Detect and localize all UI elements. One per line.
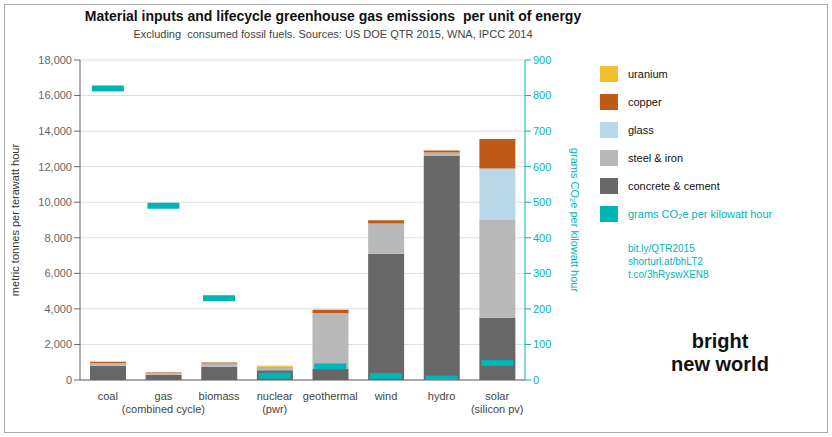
svg-text:12,000: 12,000 [38, 161, 72, 173]
svg-text:500: 500 [533, 196, 551, 208]
svg-text:6,000: 6,000 [44, 267, 72, 279]
svg-text:300: 300 [533, 267, 551, 279]
svg-text:geothermal: geothermal [303, 390, 358, 402]
svg-text:700: 700 [533, 125, 551, 137]
html-text:uranium: uranium [628, 68, 668, 80]
svg-text:200: 200 [533, 303, 551, 315]
svg-text:800: 800 [533, 89, 551, 101]
html-text:bit.ly/QTR2015 shorturl.at/bhL: bit.ly/QTR2015 shorturl.at/bhLT2 t.co/3h… [628, 243, 709, 280]
svg-text:biomass: biomass [199, 390, 240, 402]
html-text:bright new world: bright new world [671, 330, 769, 375]
svg-text:16,000: 16,000 [38, 89, 72, 101]
svg-text:grams CO₂e per kilowatt hour: grams CO₂e per kilowatt hour [569, 148, 581, 293]
svg-text:8,000: 8,000 [44, 232, 72, 244]
html-text:concrete & cement: concrete & cement [628, 180, 720, 192]
svg-text:wind: wind [374, 390, 398, 402]
svg-text:coal: coal [98, 390, 118, 402]
svg-text:nuclear(pwr): nuclear(pwr) [257, 390, 293, 415]
svg-text:100: 100 [533, 338, 551, 350]
svg-text:14,000: 14,000 [38, 125, 72, 137]
html-text:glass: glass [628, 124, 654, 136]
html-text:grams CO₂e per kilowatt hour: grams CO₂e per kilowatt hour [628, 208, 773, 220]
svg-text:solar(silicon pv): solar(silicon pv) [471, 390, 524, 415]
svg-text:0: 0 [66, 374, 72, 386]
html-text:copper: copper [628, 96, 662, 108]
svg-text:10,000: 10,000 [38, 196, 72, 208]
svg-text:hydro: hydro [428, 390, 456, 402]
svg-text:18,000: 18,000 [38, 54, 72, 66]
svg-text:2,000: 2,000 [44, 338, 72, 350]
svg-text:600: 600 [533, 161, 551, 173]
svg-text:gas(combined cycle): gas(combined cycle) [122, 390, 205, 415]
html-text:Material inputs and lifecycle: Material inputs and lifecycle greenhouse… [84, 8, 582, 24]
html-text:Excluding consumed fossil fuel: Excluding consumed fossil fuels. Sources… [133, 28, 533, 40]
svg-text:900: 900 [533, 54, 551, 66]
svg-text:metric tonnes per terawatt hou: metric tonnes per terawatt hour [9, 144, 21, 297]
svg-text:0: 0 [533, 374, 539, 386]
svg-text:400: 400 [533, 232, 551, 244]
html-text:steel & iron: steel & iron [628, 152, 683, 164]
svg-text:4,000: 4,000 [44, 303, 72, 315]
